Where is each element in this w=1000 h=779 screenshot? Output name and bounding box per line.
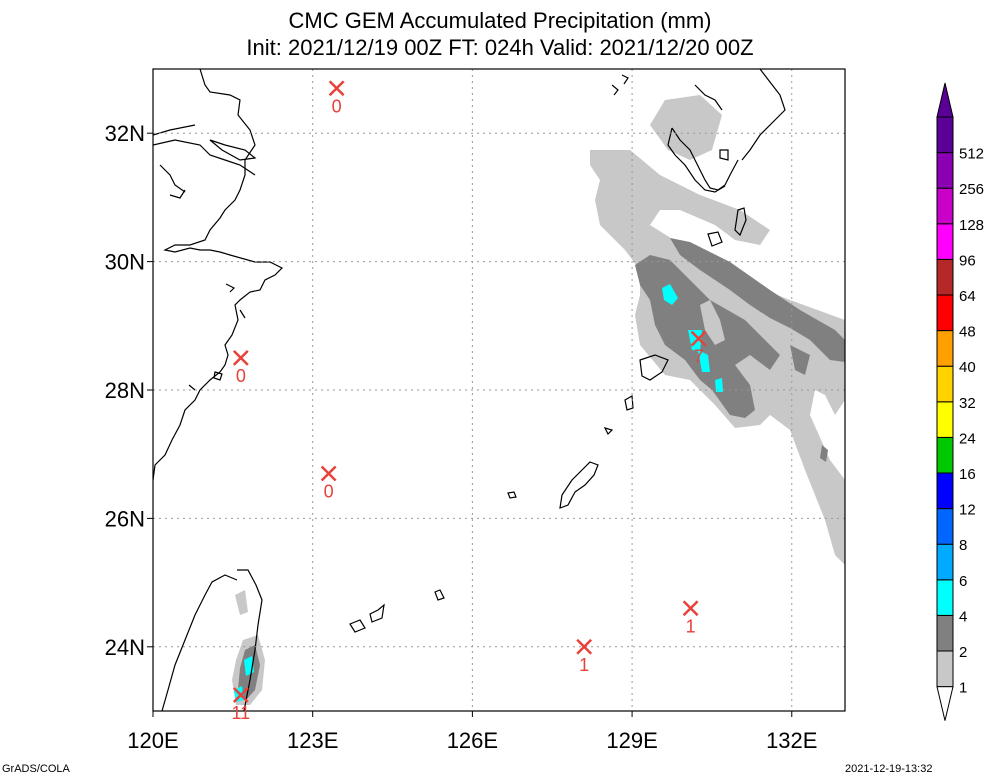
precip-band-light (232, 95, 845, 705)
legend-swatch (936, 614, 954, 652)
footer-timestamp: 2021-12-19-13:32 (845, 763, 933, 775)
station-x-icon (328, 80, 345, 97)
grid-lines (153, 69, 845, 711)
legend-swatch (936, 187, 954, 225)
axis-labels: 120E 123E 126E 129E 132E 24N 26N 28N 30N 32N (105, 121, 818, 753)
legend-label: 1 (959, 680, 967, 697)
legend-label: 48 (959, 324, 976, 341)
station-value: 1 (579, 655, 589, 675)
station-x-icon (690, 330, 707, 347)
coastlines (153, 69, 786, 711)
station-value: 0 (324, 481, 334, 501)
lon-tick-label: 129E (606, 728, 657, 753)
station-marker: 7 (690, 330, 707, 367)
station-marker: 1 (682, 600, 699, 636)
legend-label: 40 (959, 359, 976, 376)
legend-swatch (936, 258, 954, 296)
lat-tick-label: 30N (105, 250, 145, 275)
lat-tick-label: 28N (105, 378, 145, 403)
legend-label: 8 (959, 537, 967, 554)
legend-swatch (936, 508, 954, 545)
lon-tick-label: 120E (127, 728, 178, 753)
legend-swatch (936, 401, 954, 438)
legend-label: 12 (959, 502, 976, 519)
legend-bottom-arrow (936, 686, 954, 721)
legend-swatch (936, 472, 954, 510)
legend-top-arrow (936, 82, 954, 118)
station-value: 0 (236, 366, 246, 386)
legend-swatch (936, 152, 954, 189)
station-x-icon (320, 465, 337, 482)
station-marker: 0 (320, 465, 337, 501)
station-marker: 0 (232, 350, 249, 386)
station-x-icon (232, 350, 249, 366)
legend-swatch (936, 365, 954, 403)
legend-swatch (936, 436, 954, 474)
legend-label: 24 (959, 430, 976, 447)
legend-label: 2 (959, 644, 967, 661)
precip-shading (232, 95, 845, 705)
station-marker: 1 (576, 638, 593, 675)
chart-title: CMC GEM Accumulated Precipitation (mm) (288, 8, 712, 33)
station-value: 11 (231, 703, 250, 723)
lat-tick-label: 32N (105, 121, 145, 146)
lon-tick-label: 132E (766, 728, 817, 753)
lon-tick-label: 123E (287, 728, 338, 753)
precip-band-dark (238, 238, 845, 700)
station-marker: 0 (328, 80, 345, 116)
legend-label: 64 (959, 288, 976, 305)
legend-swatch (936, 223, 954, 260)
station-value: 7 (694, 347, 704, 367)
legend-swatch (936, 294, 954, 332)
legend-swatch (936, 543, 954, 581)
station-value: 1 (686, 616, 696, 636)
axis-ticks (147, 132, 793, 717)
lon-tick-label: 126E (447, 728, 498, 753)
legend-label: 512 (959, 146, 984, 163)
lat-tick-label: 24N (105, 635, 145, 660)
legend-label: 6 (959, 573, 967, 590)
footer-credit: GrADS/COLA (2, 763, 70, 775)
legend-swatch (936, 650, 954, 688)
legend-label: 16 (959, 466, 976, 483)
station-value: 0 (332, 96, 342, 116)
legend-swatch (936, 330, 954, 367)
legend-label: 96 (959, 252, 976, 269)
legend-swatch (936, 116, 954, 154)
chart-subtitle: Init: 2021/12/19 00Z FT: 024h Valid: 202… (246, 35, 754, 60)
legend-label: 128 (959, 217, 984, 234)
legend-label: 256 (959, 181, 984, 198)
lat-tick-label: 26N (105, 506, 145, 531)
legend-label: 32 (959, 395, 976, 412)
legend-swatch (936, 579, 954, 616)
station-marker: 11 (231, 687, 250, 723)
station-x-icon (576, 638, 593, 655)
station-x-icon (682, 600, 699, 617)
legend-label: 4 (959, 608, 967, 625)
station-x-icon (232, 687, 249, 703)
